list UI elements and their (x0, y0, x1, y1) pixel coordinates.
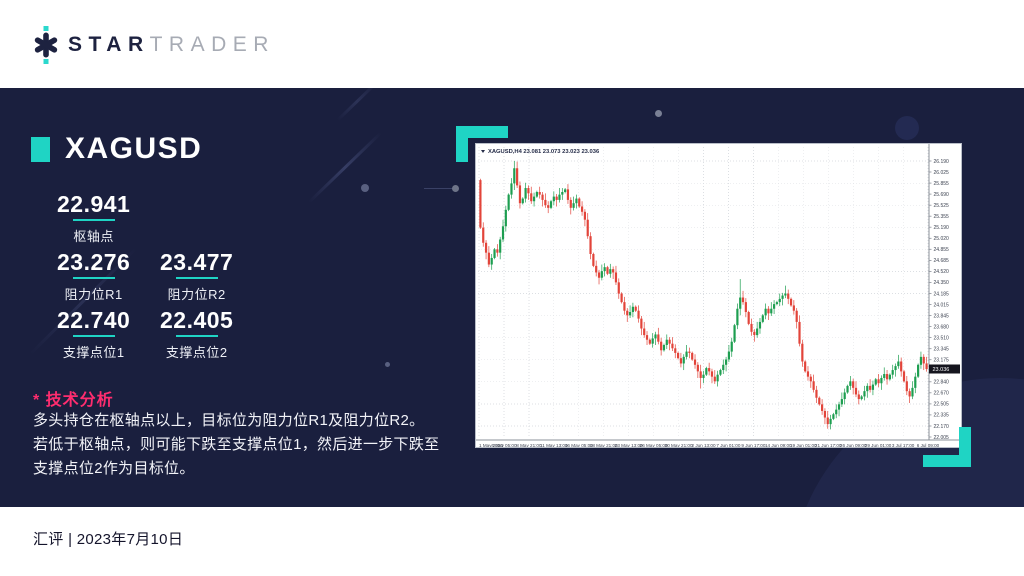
teal-square-bullet (31, 136, 50, 162)
s1-value: 22.740 (57, 307, 131, 333)
svg-text:2 Jun 13:00: 2 Jun 13:00 (691, 443, 715, 447)
svg-text:23.845: 23.845 (934, 313, 950, 319)
svg-text:25.355: 25.355 (934, 214, 950, 220)
svg-text:25.190: 25.190 (934, 225, 950, 231)
svg-text:11 May 13:00: 11 May 13:00 (540, 443, 568, 447)
analysis-line: 若低于枢轴点，则可能下跌至支撑点位1，然后进一步下跌至 (33, 436, 440, 453)
svg-text:23.036: 23.036 (933, 367, 950, 373)
dot-decoration (655, 110, 662, 117)
r1-label: 阻力位R1 (64, 287, 123, 303)
line-dot-decoration (424, 188, 456, 189)
dot-decoration (361, 184, 369, 192)
stat-support-1: 22.740 支撑点位1 (57, 308, 130, 361)
svg-text:6 Jul 09:00: 6 Jul 09:00 (917, 443, 940, 447)
svg-text:22.505: 22.505 (934, 402, 950, 408)
footer: 汇评 | 2023年7月10日 (0, 507, 1024, 576)
svg-text:21 Jun 17:00: 21 Jun 17:00 (815, 443, 842, 447)
stat-underline (72, 219, 115, 222)
stat-underline (72, 335, 115, 338)
stat-support-2: 22.405 支撑点位2 (160, 308, 233, 361)
svg-text:9 Jun 17:00: 9 Jun 17:00 (741, 443, 765, 447)
footer-date: 汇评 | 2023年7月10日 (33, 531, 184, 548)
diagonal-line-decoration (336, 88, 378, 122)
svg-text:25.855: 25.855 (934, 181, 950, 187)
chart-svg: 26.190 26.025 25.855 25.690 25.525 25.355 25.1… (476, 144, 961, 447)
pivot-value: 22.941 (57, 191, 131, 217)
svg-text:24.350: 24.350 (934, 280, 950, 286)
s2-value: 22.405 (160, 307, 234, 333)
svg-text:22.335: 22.335 (934, 413, 950, 419)
main-panel: XAGUSD 22.941 枢轴点 23.276 阻力位R1 23.477 阻力… (0, 88, 1024, 507)
small-circle-decoration (895, 116, 919, 140)
analysis-line: 多头持仓在枢轴点以上，目标位为阻力位R1及阻力位R2。 (33, 412, 425, 429)
svg-text:8 May 21:00: 8 May 21:00 (516, 443, 542, 447)
svg-text:26 May 05:00: 26 May 05:00 (640, 443, 668, 447)
diagonal-line-decoration (307, 131, 383, 204)
startrader-logo: STARTRADER (33, 26, 275, 64)
svg-text:XAGUSD,H4 23.081 23.073 23.023: XAGUSD,H4 23.081 23.073 23.023 23.036 (488, 149, 600, 155)
corner-bracket-bottom-right (923, 427, 971, 467)
svg-text:23.510: 23.510 (934, 335, 950, 341)
symbol-title: XAGUSD (65, 132, 203, 165)
svg-text:26.190: 26.190 (934, 159, 950, 165)
analysis-line: 支撑点位2作为目标位。 (33, 460, 195, 477)
svg-text:14 Jun 09:00: 14 Jun 09:00 (765, 443, 792, 447)
stat-pivot: 22.941 枢轴点 (57, 192, 130, 245)
r2-value: 23.477 (160, 249, 234, 275)
svg-text:16 May 05:00: 16 May 05:00 (565, 443, 593, 447)
svg-text:4 May 05:00: 4 May 05:00 (491, 443, 517, 447)
dot-decoration (385, 362, 390, 367)
svg-text:23.175: 23.175 (934, 358, 950, 364)
svg-text:25.525: 25.525 (934, 203, 950, 209)
analysis-title: * 技术分析 (33, 392, 114, 409)
svg-text:24.015: 24.015 (934, 302, 950, 308)
svg-text:1 May 2023: 1 May 2023 (479, 443, 503, 447)
svg-text:23 May 13:00: 23 May 13:00 (615, 443, 643, 447)
svg-text:18 May 21:00: 18 May 21:00 (590, 443, 618, 447)
svg-text:29 Jun 01:00: 29 Jun 01:00 (865, 443, 892, 447)
svg-text:22.840: 22.840 (934, 380, 950, 386)
svg-text:25.690: 25.690 (934, 192, 950, 198)
stat-underline (175, 277, 218, 280)
symbol-heading: XAGUSD (31, 132, 202, 166)
s2-label: 支撑点位2 (165, 345, 228, 361)
svg-text:25.020: 25.020 (934, 236, 950, 242)
svg-text:24.185: 24.185 (934, 291, 950, 297)
svg-text:22.005: 22.005 (934, 435, 950, 441)
header: STARTRADER (0, 0, 1024, 88)
svg-text:3 Jul 17:00: 3 Jul 17:00 (892, 443, 915, 447)
logo-star-text: STAR (68, 33, 150, 56)
svg-text:23.680: 23.680 (934, 324, 950, 330)
s1-label: 支撑点位1 (62, 345, 125, 361)
svg-text:24.520: 24.520 (934, 269, 950, 275)
svg-text:22.670: 22.670 (934, 391, 950, 397)
svg-text:19 Jun 01:00: 19 Jun 01:00 (790, 443, 817, 447)
analysis-paragraph: 多头持仓在枢轴点以上，目标位为阻力位R1及阻力位R2。 若低于枢轴点，则可能下跌… (33, 409, 439, 481)
stat-underline (175, 335, 218, 338)
stat-underline (72, 277, 115, 280)
svg-text:23.345: 23.345 (934, 347, 950, 353)
svg-text:24.855: 24.855 (934, 247, 950, 253)
stat-resistance-1: 23.276 阻力位R1 (57, 250, 130, 303)
svg-text:26.025: 26.025 (934, 170, 950, 176)
svg-text:7 Jun 01:00: 7 Jun 01:00 (716, 443, 740, 447)
svg-text:30 May 21:00: 30 May 21:00 (665, 443, 693, 447)
svg-text:26 Jun 09:00: 26 Jun 09:00 (840, 443, 867, 447)
stat-resistance-2: 23.477 阻力位R2 (160, 250, 233, 303)
logo-wordmark: STARTRADER (68, 33, 275, 57)
logo-trader-text: TRADER (149, 33, 275, 56)
r1-value: 23.276 (57, 249, 131, 275)
corner-bracket-top-left (456, 126, 508, 162)
star-asterisk-icon (33, 26, 59, 64)
svg-text:24.685: 24.685 (934, 258, 950, 264)
line-dot-decoration (452, 185, 459, 192)
pivot-label: 枢轴点 (73, 229, 114, 245)
svg-text:22.170: 22.170 (934, 424, 950, 430)
r2-label: 阻力位R2 (167, 287, 226, 303)
candlestick-chart: 26.190 26.025 25.855 25.690 25.525 25.355 25.1… (475, 143, 962, 448)
